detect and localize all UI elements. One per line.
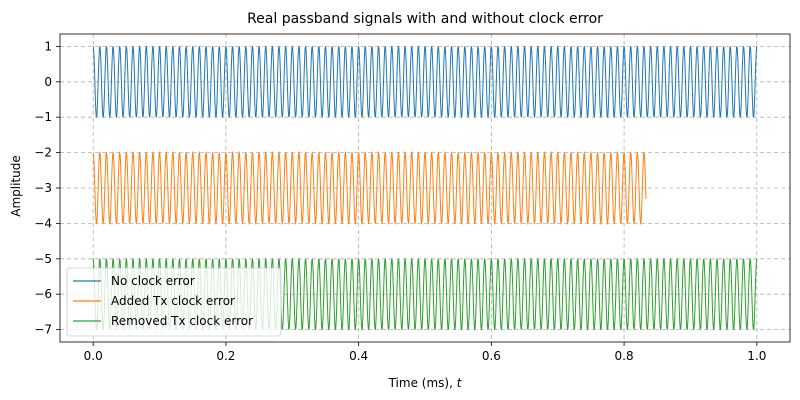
- legend-label: No clock error: [111, 274, 195, 288]
- x-tick-label: 0.4: [349, 349, 368, 363]
- x-axis-label: Time (ms), t: [388, 376, 463, 390]
- x-tick-label: 1.0: [747, 349, 766, 363]
- y-tick-label: −2: [34, 146, 52, 160]
- legend: No clock error Added Tx clock error Remove…: [66, 267, 282, 337]
- y-tick-label: −4: [34, 216, 52, 230]
- y-tick-label: −6: [34, 287, 52, 301]
- x-tick-label: 0.2: [216, 349, 235, 363]
- series-line-2: [92, 150, 647, 226]
- x-axis-label-text: Time (ms),: [388, 376, 457, 390]
- chart-title: Real passband signals with and without c…: [247, 11, 603, 27]
- ticks: 0.0 0.2 0.4 0.6 0.8 1.0 1 0 −1 −2 −3 −4 −5 −6 −7: [34, 39, 766, 363]
- legend-label: Added Tx clock error: [111, 294, 235, 308]
- x-tick-label: 0.0: [84, 349, 103, 363]
- legend-label: Removed Tx clock error: [111, 314, 253, 328]
- y-tick-label: −1: [34, 110, 52, 124]
- x-tick-label: 0.8: [615, 349, 634, 363]
- y-tick-label: 1: [44, 39, 52, 53]
- x-axis-label-var: t: [457, 376, 463, 390]
- x-tick-label: 0.6: [482, 349, 501, 363]
- y-tick-label: 0: [44, 75, 52, 89]
- y-axis-label: Amplitude: [9, 155, 23, 217]
- y-tick-label: −7: [34, 323, 52, 337]
- series-line-1: [92, 46, 758, 118]
- legend-box: [66, 267, 282, 337]
- y-tick-label: −3: [34, 181, 52, 195]
- y-tick-label: −5: [34, 252, 52, 266]
